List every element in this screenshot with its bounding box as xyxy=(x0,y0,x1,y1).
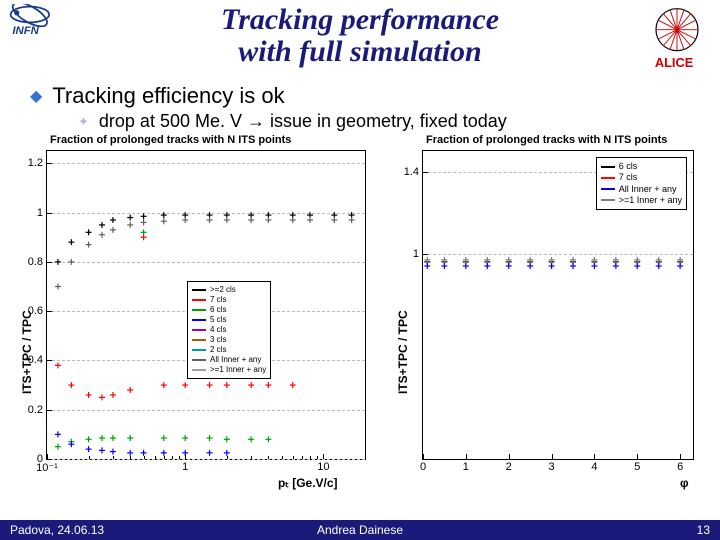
left-chart-xlabel: pₜ [Ge.V/c] xyxy=(278,476,338,490)
legend-item: 2 cls xyxy=(192,345,266,355)
bullet-1: ◆ Tracking efficiency is ok xyxy=(30,83,690,109)
ytick-label: 1 xyxy=(413,248,423,260)
diamond-bullet-icon: ◆ xyxy=(30,86,42,106)
ytick-label: 1.4 xyxy=(404,166,423,178)
ytick-label: 1.2 xyxy=(28,157,47,169)
xtick-label: 1 xyxy=(463,459,469,473)
left-chart-ylabel: ITS+TPC / TPC xyxy=(20,310,34,394)
ytick-label: 1 xyxy=(37,207,47,219)
footer-right: 13 xyxy=(697,523,710,537)
slide-title-line2: with full simulation xyxy=(78,36,642,68)
ytick-label: 0.4 xyxy=(28,354,47,366)
xtick-label: 1 xyxy=(182,459,188,473)
legend-item: 4 cls xyxy=(192,325,266,335)
title-block: Tracking performance with full simulatio… xyxy=(78,4,642,67)
left-plot-area: 00.20.40.60.811.210⁻¹110>=2 cls7 cls6 cl… xyxy=(46,150,366,460)
left-chart: Fraction of prolonged tracks with N ITS … xyxy=(8,134,378,494)
header: INFN Tracking performance with full simu… xyxy=(0,0,720,79)
legend-item: >=1 Inner + any xyxy=(601,195,682,206)
legend-item: 7 cls xyxy=(192,295,266,305)
infn-logo-icon: INFN xyxy=(8,4,78,39)
right-chart-title: Fraction of prolonged tracks with N ITS … xyxy=(426,134,667,146)
arrow-icon: → xyxy=(247,111,265,131)
legend-item: All Inner + any xyxy=(601,184,682,195)
bullet-2: ✦ drop at 500 Me. V → issue in geometry,… xyxy=(78,111,690,132)
svg-text:INFN: INFN xyxy=(12,25,39,37)
legend-item: 3 cls xyxy=(192,335,266,345)
legend-item: All Inner + any xyxy=(192,355,266,365)
alice-logo: ALICE xyxy=(642,4,712,79)
charts-row: Fraction of prolonged tracks with N ITS … xyxy=(0,132,720,494)
xtick-label: 4 xyxy=(591,459,597,473)
slide-title-line1: Tracking performance xyxy=(78,4,642,36)
right-legend: 6 cls7 clsAll Inner + any>=1 Inner + any xyxy=(596,157,687,210)
legend-item: >=1 Inner + any xyxy=(192,365,266,375)
legend-item: 6 cls xyxy=(601,161,682,172)
legend-item: 6 cls xyxy=(192,305,266,315)
bullet-1-text: Tracking efficiency is ok xyxy=(52,83,284,109)
left-legend: >=2 cls7 cls6 cls5 cls4 cls3 cls2 clsAll… xyxy=(187,281,271,379)
footer: Padova, 24.06.13 Andrea Dainese 13 xyxy=(0,520,720,540)
xtick-label: 0 xyxy=(420,459,426,473)
ytick-label: 0.8 xyxy=(28,256,47,268)
ytick-label: 0.2 xyxy=(28,404,47,416)
bullet-2-text: drop at 500 Me. V → issue in geometry, f… xyxy=(99,111,507,132)
footer-center: Andrea Dainese xyxy=(0,523,720,537)
bullet-2-pre: drop at 500 Me. V xyxy=(99,111,247,131)
infn-logo: INFN xyxy=(8,4,78,44)
xtick-label: 10 xyxy=(317,459,329,473)
legend-item: >=2 cls xyxy=(192,285,266,295)
diamond-bullet-icon: ✦ xyxy=(78,114,89,130)
left-chart-title: Fraction of prolonged tracks with N ITS … xyxy=(50,134,291,146)
xtick-label: 3 xyxy=(549,459,555,473)
ytick-label: 0.6 xyxy=(28,305,47,317)
xtick-label: 6 xyxy=(677,459,683,473)
legend-item: 5 cls xyxy=(192,315,266,325)
svg-text:ALICE: ALICE xyxy=(655,55,694,70)
xtick-label: 5 xyxy=(634,459,640,473)
xtick-label: 2 xyxy=(506,459,512,473)
right-chart-ylabel: ITS+TPC / TPC xyxy=(396,310,410,394)
alice-logo-icon: ALICE xyxy=(642,4,712,74)
bullet-2-post: issue in geometry, fixed today xyxy=(265,111,507,131)
legend-item: 7 cls xyxy=(601,172,682,183)
xtick-label: 10⁻¹ xyxy=(36,459,58,474)
right-chart: Fraction of prolonged tracks with N ITS … xyxy=(384,134,704,494)
right-plot-area: 11.401234566 cls7 clsAll Inner + any>=1 … xyxy=(422,150,694,460)
bullet-area: ◆ Tracking efficiency is ok ✦ drop at 50… xyxy=(0,79,720,132)
right-chart-xlabel: φ xyxy=(680,476,689,490)
footer-left: Padova, 24.06.13 xyxy=(10,523,104,537)
